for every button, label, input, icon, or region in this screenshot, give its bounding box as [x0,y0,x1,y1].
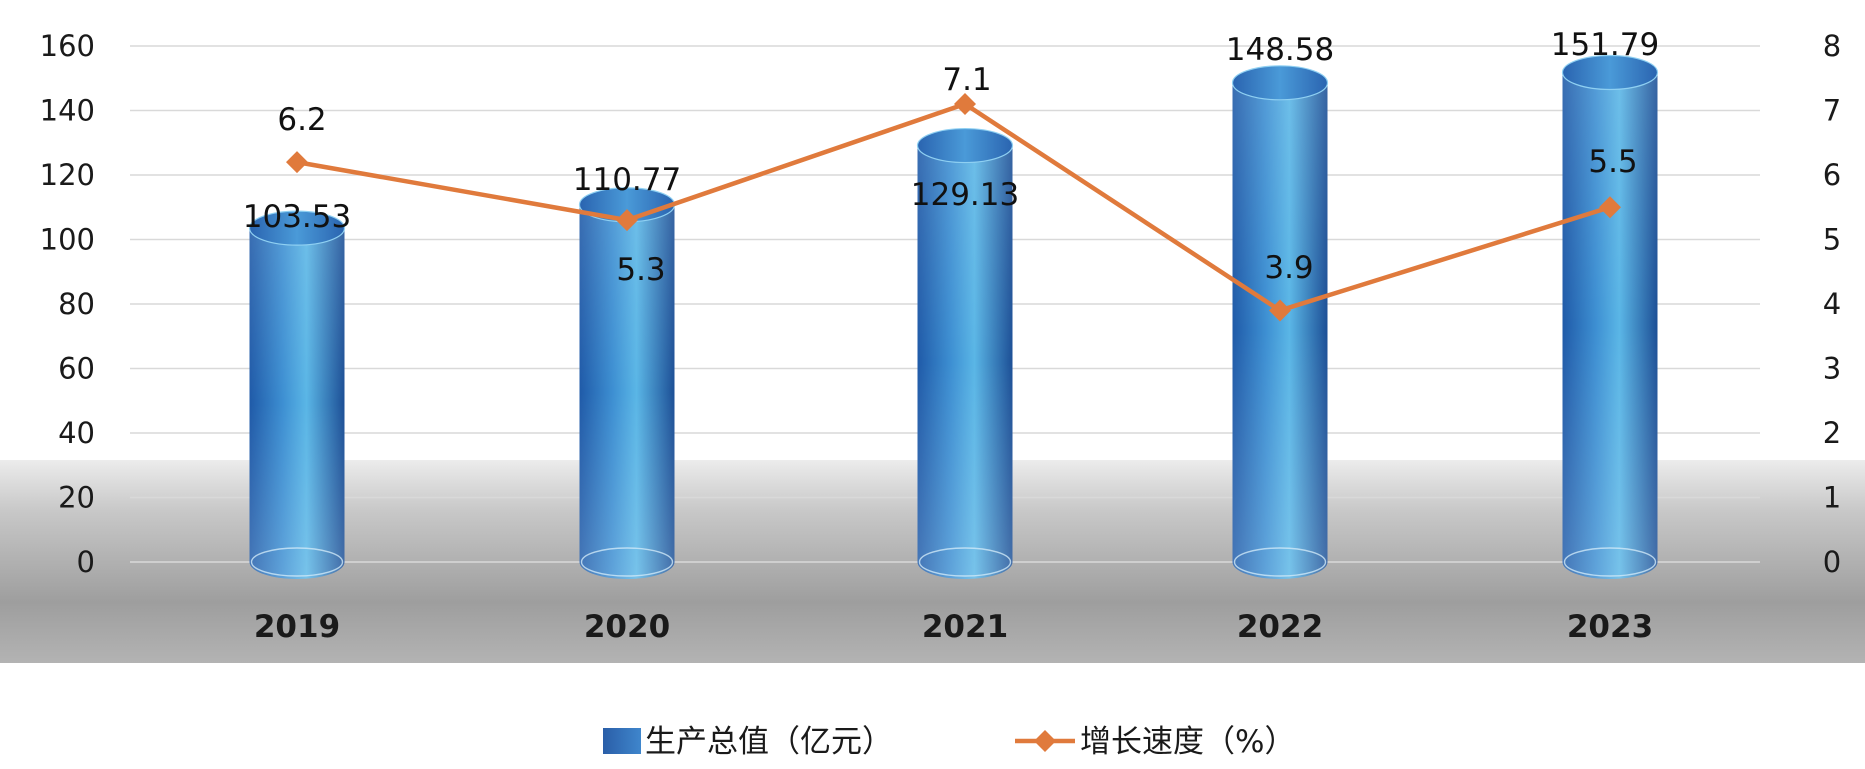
data-labels: 103.53 110.77 129.13 148.58 151.79 6.2 5.3 7.1 3… [243,27,1659,288]
right-tick-label: 1 [1823,481,1841,515]
category-label: 2022 [1237,609,1323,645]
right-axis-ticks: 0 1 2 3 4 5 6 7 8 [1823,29,1841,579]
bar-2021 [916,127,1014,579]
right-tick-label: 5 [1823,223,1841,257]
bar-cap [1231,65,1329,101]
legend-label: 生产总值（亿元） [645,724,893,760]
legend-label: 增长速度（%） [1080,724,1295,760]
right-tick-label: 6 [1823,158,1841,192]
growth-value-label: 5.3 [616,252,665,288]
right-tick-label: 8 [1823,29,1841,63]
bar-sheen [579,204,675,579]
line-series [286,93,1621,322]
bar-cap [916,127,1014,164]
left-tick-label: 20 [58,481,95,515]
bar-base-rim [250,547,344,577]
legend-swatch-bar [603,728,641,754]
bar-sheen [1232,82,1328,579]
bar-2022 [1231,65,1329,579]
bar-base-rim [580,547,674,577]
growth-marker-2019 [286,151,308,174]
left-tick-label: 0 [77,545,95,579]
legend-swatch-marker [1034,730,1056,752]
right-tick-label: 3 [1823,352,1841,386]
category-axis-labels: 2019 2020 2021 2022 2023 [254,609,1653,645]
left-tick-label: 40 [58,416,95,450]
bar-cap [248,210,346,246]
category-label: 2021 [922,609,1008,645]
left-tick-label: 100 [40,223,95,257]
bar-value-label: 148.58 [1226,32,1334,68]
right-tick-label: 2 [1823,416,1841,450]
left-tick-label: 80 [58,287,95,321]
bar-value-label: 151.79 [1551,27,1659,63]
bar-base-rim [918,547,1012,577]
bar-sheen [249,228,345,579]
bar-sheen [1562,72,1658,580]
bar-2023 [1561,54,1659,580]
bar-value-label: 129.13 [911,177,1019,213]
right-tick-label: 0 [1823,545,1841,579]
category-label: 2023 [1567,609,1653,645]
growth-value-label: 3.9 [1264,250,1313,286]
left-axis-ticks: 0 20 40 60 80 100 120 140 160 [40,29,95,579]
right-tick-label: 7 [1823,94,1841,128]
left-tick-label: 140 [40,94,95,128]
growth-value-label: 5.5 [1588,144,1637,180]
bar-series [248,54,1659,580]
left-tick-label: 60 [58,352,95,386]
growth-value-label: 6.2 [277,102,326,138]
left-tick-label: 160 [40,29,95,63]
bar-cap [1561,54,1659,91]
right-tick-label: 4 [1823,287,1841,321]
bar-sheen [917,145,1013,579]
category-label: 2020 [584,609,670,645]
growth-marker-2021 [954,93,976,116]
growth-value-label: 7.1 [942,62,991,98]
legend: 生产总值（亿元） 增长速度（%） [603,724,1295,760]
bar-value-label: 103.53 [243,199,351,235]
bar-value-label: 110.77 [573,162,681,198]
left-tick-label: 120 [40,158,95,192]
legend-item-gdp: 生产总值（亿元） [603,724,893,760]
growth-marker-2020 [616,209,638,232]
growth-marker-2023 [1599,196,1621,219]
bar-2020 [578,187,676,579]
bar-base-rim [1233,547,1327,577]
bar-base-rim [1563,547,1657,577]
growth-marker-2022 [1269,299,1291,322]
category-label: 2019 [254,609,340,645]
legend-item-growth: 增长速度（%） [1015,724,1295,760]
bar-2019 [248,210,346,579]
